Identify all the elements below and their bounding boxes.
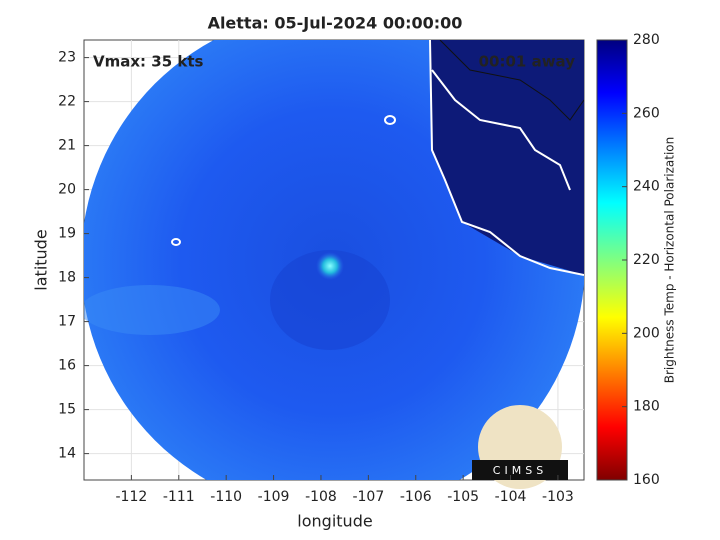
y-tick-label: 16 — [58, 358, 76, 374]
land — [430, 40, 584, 275]
x-tick-label: -106 — [400, 489, 432, 505]
y-tick-label: 23 — [58, 50, 76, 66]
y-tick-label: 14 — [58, 446, 76, 462]
y-tick-label: 17 — [58, 314, 76, 330]
imagery — [84, 40, 584, 480]
x-tick-label: -112 — [116, 489, 148, 505]
title: Aletta: 05-Jul-2024 00:00:00 — [208, 14, 463, 33]
y-tick-label: 15 — [58, 402, 76, 418]
colorbar-tick-label: 220 — [633, 252, 660, 268]
x-tick-label: -109 — [258, 489, 290, 505]
x-tick-label: -103 — [542, 489, 574, 505]
logo: CIMSS — [472, 405, 568, 489]
logo-band — [472, 460, 568, 480]
x-tick-label: -110 — [210, 489, 242, 505]
x-tick-label: -111 — [163, 489, 195, 505]
warm-region — [84, 285, 220, 335]
x-axis-label: longitude — [297, 512, 372, 531]
outside-border — [439, 40, 584, 121]
coastline — [429, 40, 584, 276]
island — [384, 115, 396, 125]
vmax-annotation: Vmax: 35 kts — [93, 53, 203, 71]
storm-center — [316, 252, 344, 280]
logo-text: CIMSS — [493, 464, 547, 477]
x-tick-label: -107 — [352, 489, 384, 505]
colorbar-tick-label: 260 — [633, 105, 660, 121]
colorbar-label: Brightness Temp - Horizontal Polarizatio… — [663, 137, 677, 384]
x-tick-label: -104 — [495, 489, 527, 505]
colorbar-tick-label: 280 — [633, 32, 660, 48]
y-axis-label: latitude — [32, 229, 51, 290]
time-annotation: 00:01 away — [479, 53, 576, 71]
y-tick-label: 22 — [58, 94, 76, 110]
y-tick-label: 21 — [58, 138, 76, 154]
y-tick-label: 19 — [58, 226, 76, 242]
x-tick-label: -108 — [305, 489, 337, 505]
y-tick-label: 20 — [58, 182, 76, 198]
island — [171, 238, 181, 246]
cloud-band — [270, 250, 390, 350]
border — [431, 69, 571, 191]
colorbar-tick-label: 240 — [633, 179, 660, 195]
colorbar-tick-label: 160 — [633, 472, 660, 488]
x-tick-label: -105 — [447, 489, 479, 505]
colorbar-tick-label: 200 — [633, 325, 660, 341]
colorbar-tick-label: 180 — [633, 399, 660, 415]
y-tick-label: 18 — [58, 270, 76, 286]
